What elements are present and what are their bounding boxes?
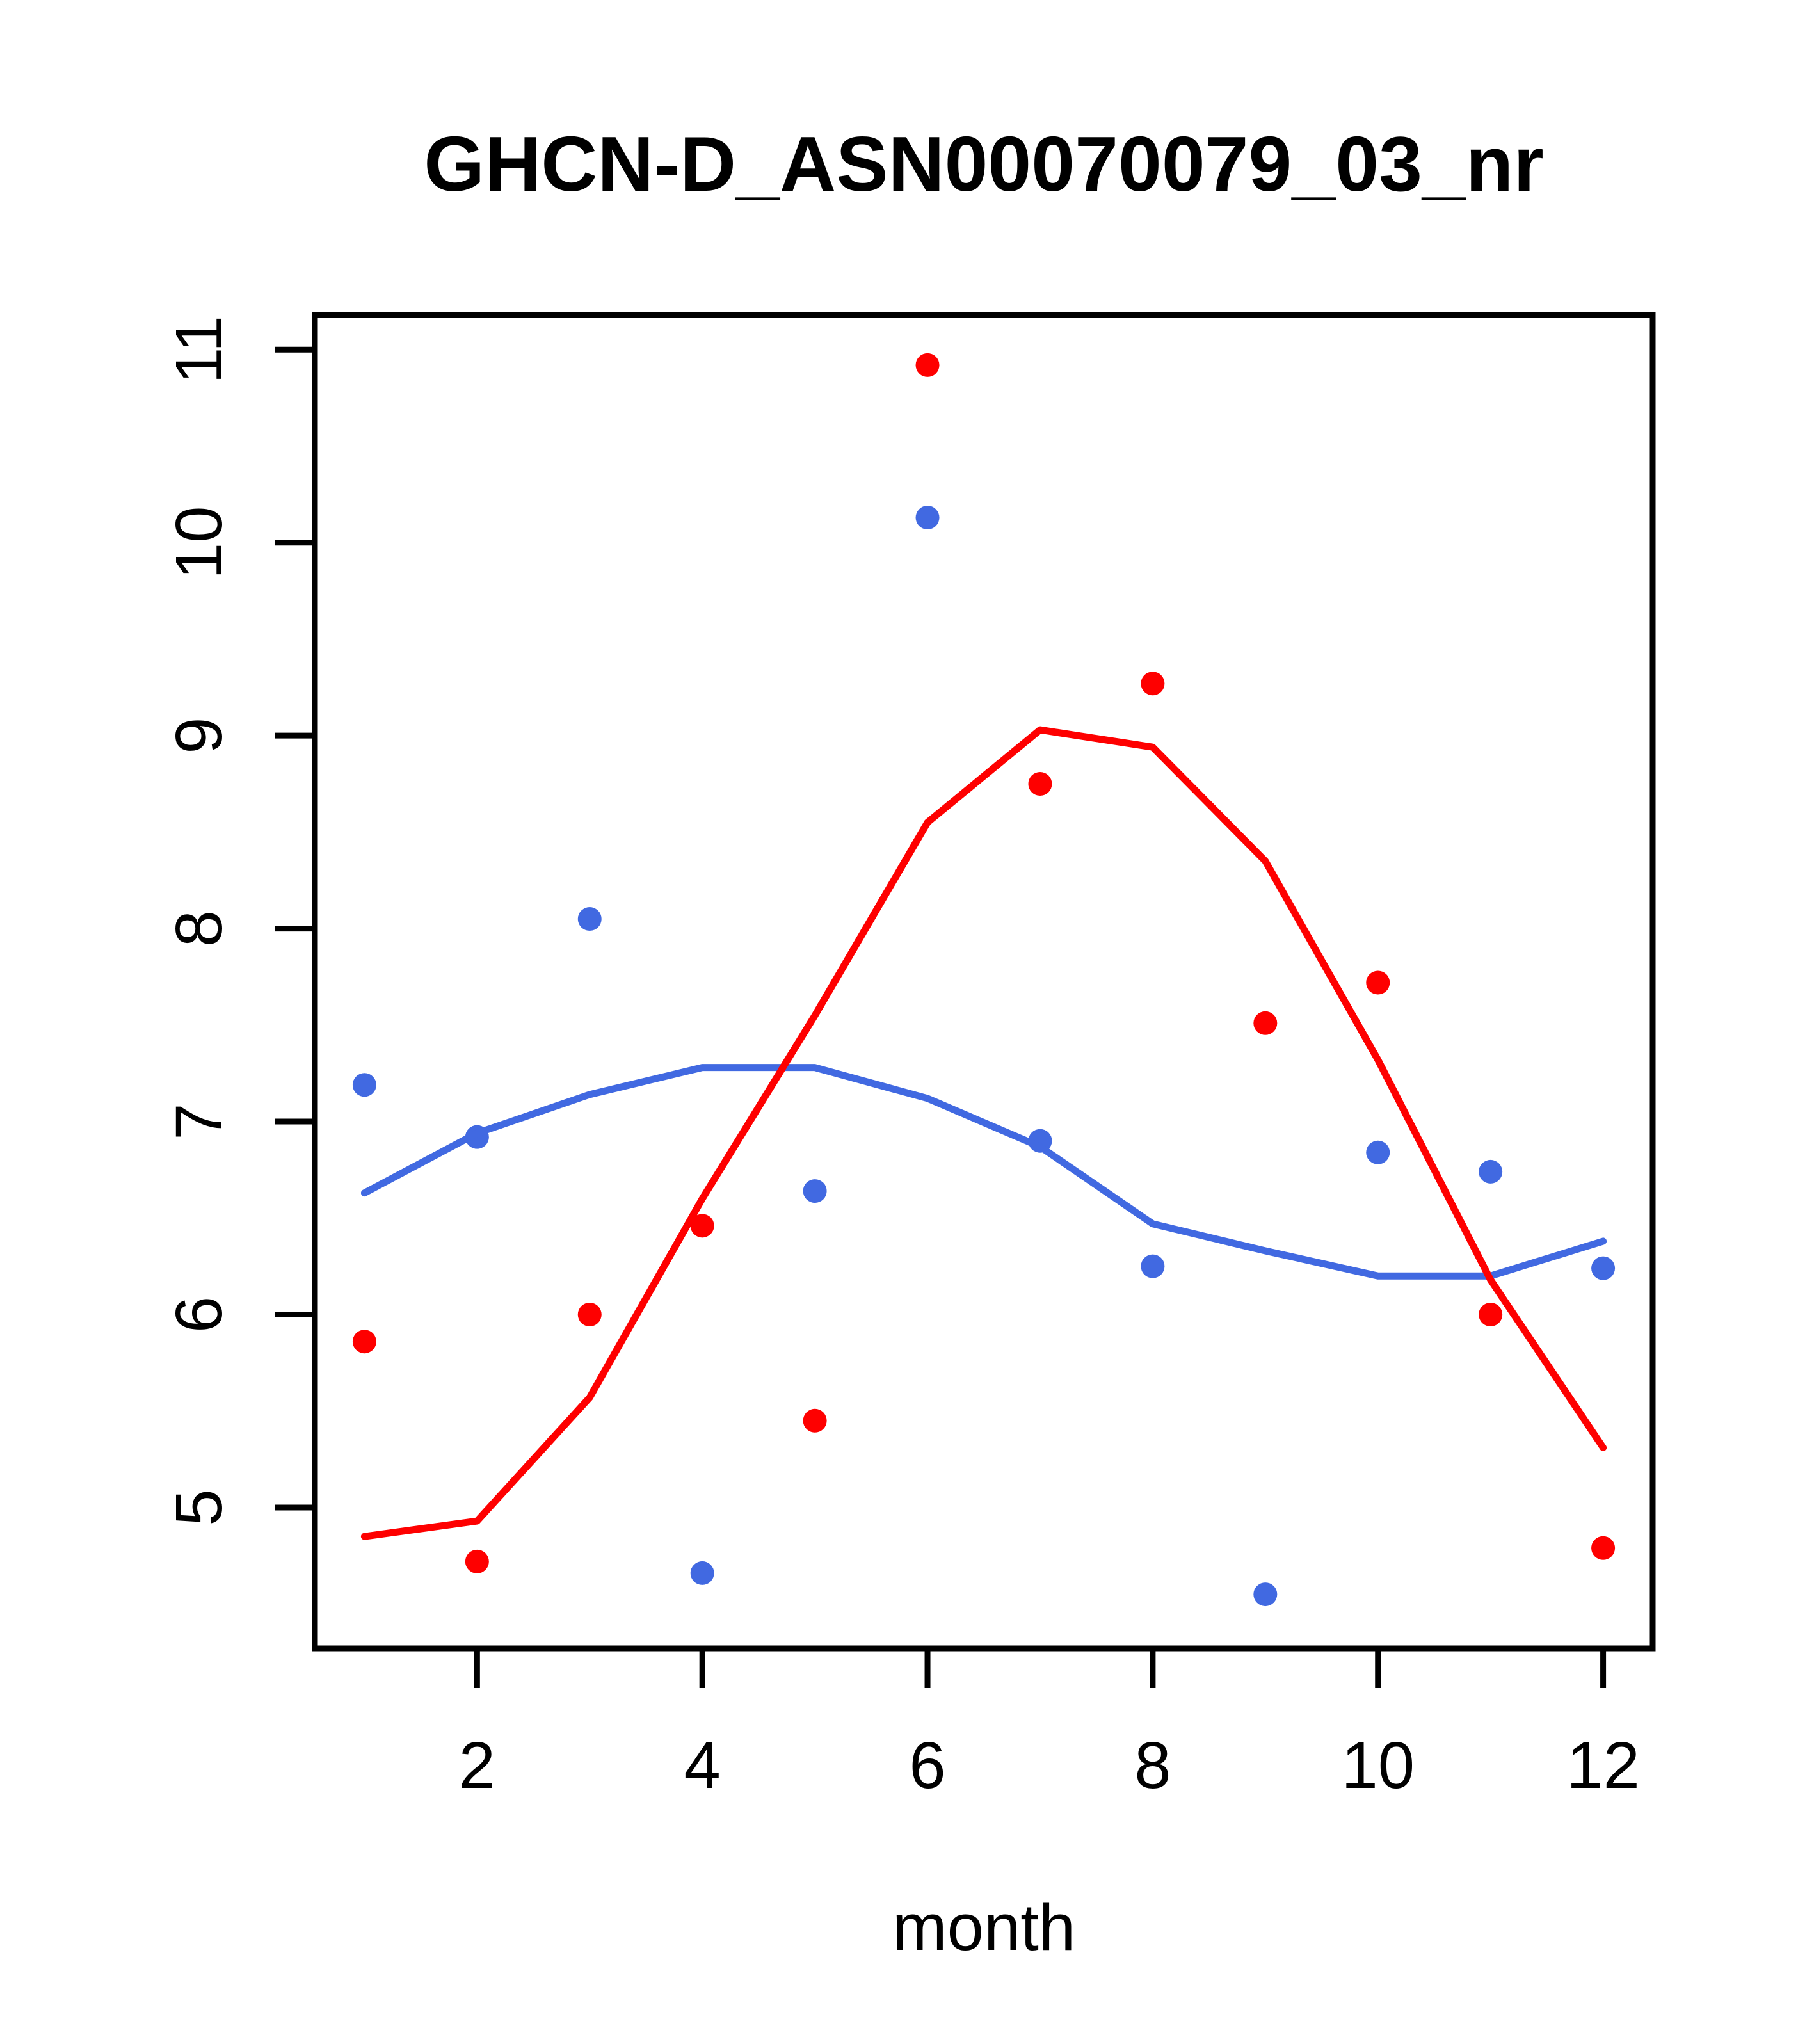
plot-border: [312, 312, 1656, 1652]
red-point-month-9: [1253, 1011, 1278, 1035]
x-tick-label: 4: [684, 1728, 721, 1802]
blue-point-month-12: [1591, 1256, 1616, 1280]
red-point-month-11: [1479, 1302, 1503, 1326]
blue-point-month-3: [577, 907, 602, 931]
x-axis-label: month: [892, 1890, 1075, 1964]
blue-point-month-1: [352, 1073, 376, 1097]
blue-point-month-10: [1366, 1140, 1390, 1164]
blue-point-month-4: [690, 1561, 714, 1585]
x-tick-label: 12: [1566, 1728, 1640, 1802]
red-point-month-10: [1366, 970, 1390, 995]
y-tick-label: 5: [162, 1489, 236, 1525]
blue-point-month-8: [1141, 1254, 1165, 1278]
y-tick-label: 10: [162, 506, 236, 579]
x-tick-label: 6: [909, 1728, 945, 1802]
y-tick-label: 11: [162, 316, 236, 384]
x-tick-label: 8: [1134, 1728, 1171, 1802]
blue-point-month-5: [803, 1179, 827, 1203]
red-point-month-4: [690, 1214, 714, 1238]
y-tick-label: 9: [162, 718, 236, 754]
y-tick-label: 6: [162, 1296, 236, 1333]
red-point-month-1: [352, 1330, 376, 1354]
blue-point-month-11: [1479, 1159, 1503, 1184]
blue-point-month-9: [1253, 1582, 1278, 1607]
blue-smooth-line: [360, 1064, 1607, 1280]
red-point-month-3: [577, 1302, 602, 1326]
red-point-month-6: [915, 353, 940, 377]
chart-title: GHCN-D_ASN00070079_03_nr: [424, 120, 1544, 207]
red-point-month-12: [1591, 1536, 1616, 1560]
series-layer: [352, 353, 1616, 1607]
y-tick-label: 7: [162, 1103, 236, 1139]
red-point-month-8: [1141, 672, 1165, 696]
y-tick-label: 8: [162, 910, 236, 947]
x-axis: 2 4 6 8 10 12: [459, 1648, 1640, 1802]
red-point-month-5: [803, 1408, 827, 1433]
x-tick-label: 10: [1341, 1728, 1415, 1802]
red-smooth-line: [360, 726, 1607, 1540]
blue-point-month-6: [915, 506, 940, 530]
y-axis: 5 6 7 8 9 10 11: [162, 316, 315, 1526]
red-point-month-2: [465, 1549, 489, 1573]
red-point-month-7: [1028, 772, 1052, 796]
x-tick-label: 2: [459, 1728, 495, 1802]
